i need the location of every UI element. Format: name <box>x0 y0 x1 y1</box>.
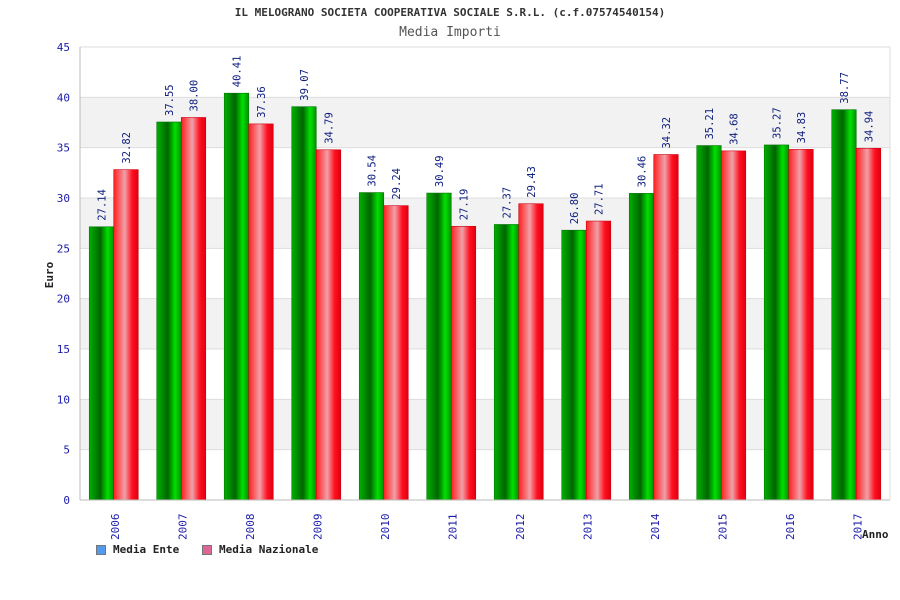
y-tick-label: 10 <box>57 393 70 406</box>
legend-item-nazionale: Media Nazionale <box>202 543 318 556</box>
bar-value-label: 30.46 <box>637 156 649 188</box>
y-tick-label: 30 <box>57 192 70 205</box>
bar-media-ente <box>763 144 790 501</box>
bar-value-label: 34.68 <box>729 113 741 145</box>
x-tick-label: 2016 <box>784 514 797 541</box>
bar-media-ente <box>291 106 317 501</box>
bar-media-ente <box>156 121 182 501</box>
axes <box>79 47 891 501</box>
bar-media-nazionale <box>248 123 274 501</box>
x-tick-label: 2011 <box>446 514 459 541</box>
y-tick-label: 45 <box>57 41 70 54</box>
bar-media-nazionale <box>383 205 409 501</box>
bar-value-label: 34.79 <box>324 112 336 144</box>
legend-label-ente: Media Ente <box>113 543 180 556</box>
bar-media-ente <box>493 224 520 501</box>
bar-value-label: 34.94 <box>864 111 876 143</box>
y-tick-label: 20 <box>57 293 70 306</box>
bar-value-label: 37.36 <box>256 86 268 118</box>
bar-value-label: 30.49 <box>434 155 446 187</box>
y-tick-labels: 0 5 10 15 20 25 30 35 40 45 <box>57 41 70 507</box>
bar-media-nazionale <box>113 169 139 501</box>
bar-media-nazionale <box>855 147 882 501</box>
x-tick-label: 2015 <box>716 514 729 541</box>
x-axis-label: Anno <box>862 528 889 541</box>
bar-value-label: 39.07 <box>299 69 311 101</box>
bar-value-label: 27.37 <box>502 187 514 219</box>
x-tick-label: 2006 <box>109 514 122 541</box>
bar-media-ente <box>88 226 115 501</box>
plot-band <box>80 97 890 148</box>
bar-value-label: 38.00 <box>189 80 201 112</box>
bar-media-nazionale <box>585 220 612 501</box>
bar-media-ente <box>426 192 452 501</box>
plot-background <box>80 47 890 500</box>
y-tick-label: 40 <box>57 91 70 104</box>
chart-title: IL MELOGRANO SOCIETA COOPERATIVA SOCIALE… <box>234 6 666 19</box>
bar-media-nazionale <box>720 150 747 501</box>
value-labels: 27.14 32.82 37.55 38.00 40.41 37.36 39.07 34.79… <box>97 56 876 225</box>
bar-media-nazionale <box>450 225 477 501</box>
plot-band <box>80 298 890 349</box>
bar-value-label: 27.71 <box>594 183 606 215</box>
bar-value-label: 35.27 <box>772 107 784 139</box>
bar-value-label: 34.32 <box>661 117 673 149</box>
bar-media-nazionale <box>788 149 814 501</box>
bar-media-ente <box>696 145 722 501</box>
bar-media-ente <box>358 192 385 501</box>
bar-value-label: 38.77 <box>839 72 851 104</box>
y-tick-label: 5 <box>63 444 70 457</box>
bar-value-label: 37.55 <box>164 84 176 116</box>
x-tick-label: 2009 <box>311 514 324 541</box>
bar-media-nazionale <box>315 149 342 501</box>
y-tick-label: 35 <box>57 142 70 155</box>
x-tick-label: 2010 <box>379 514 392 541</box>
chart-subtitle: Media Importi <box>399 25 501 40</box>
plot-band <box>80 349 890 400</box>
x-tick-label: 2014 <box>649 513 662 540</box>
x-tick-label: 2007 <box>176 514 189 541</box>
bars <box>88 92 882 501</box>
bar-media-ente <box>628 193 655 501</box>
bar-media-nazionale <box>518 203 544 501</box>
legend-item-ente: Media Ente <box>96 543 179 556</box>
bar-media-nazionale <box>653 154 679 501</box>
bar-media-ente <box>223 92 250 501</box>
x-tick-labels: 2006 2007 2008 2009 2010 2011 2012 2013 2014 2015… <box>109 513 865 540</box>
x-tick-label: 2012 <box>514 514 527 541</box>
bar-value-label: 27.19 <box>459 189 471 221</box>
bar-media-ente <box>561 229 587 501</box>
plot-band <box>80 198 890 249</box>
plot-band <box>80 399 890 450</box>
bar-value-label: 35.21 <box>704 108 716 140</box>
x-tick-label: 2013 <box>581 514 594 541</box>
y-axis-label: Euro <box>43 261 56 288</box>
plot-band <box>80 449 890 500</box>
bar-value-label: 30.54 <box>367 155 379 187</box>
bar-media-nazionale <box>180 117 207 501</box>
bar-media-ente <box>831 109 857 501</box>
legend-swatch-nazionale <box>202 544 212 555</box>
legend-swatch-ente <box>96 544 106 555</box>
bar-value-label: 27.14 <box>97 189 109 221</box>
x-tick-label: 2008 <box>244 514 257 541</box>
bar-value-label: 32.82 <box>121 132 133 164</box>
bar-value-label: 29.24 <box>391 168 403 200</box>
bar-value-label: 26.80 <box>569 193 581 225</box>
plot-band <box>80 147 890 198</box>
y-tick-label: 0 <box>63 494 70 507</box>
plot-band <box>80 47 890 98</box>
bar-value-label: 29.43 <box>526 166 538 198</box>
bar-value-label: 40.41 <box>232 56 244 88</box>
y-tick-label: 25 <box>57 242 70 255</box>
bar-value-label: 34.83 <box>796 112 808 144</box>
y-tick-label: 15 <box>57 343 70 356</box>
legend-label-nazionale: Media Nazionale <box>219 543 319 556</box>
x-tick-label: 2017 <box>851 514 864 541</box>
plot-band <box>80 248 890 299</box>
